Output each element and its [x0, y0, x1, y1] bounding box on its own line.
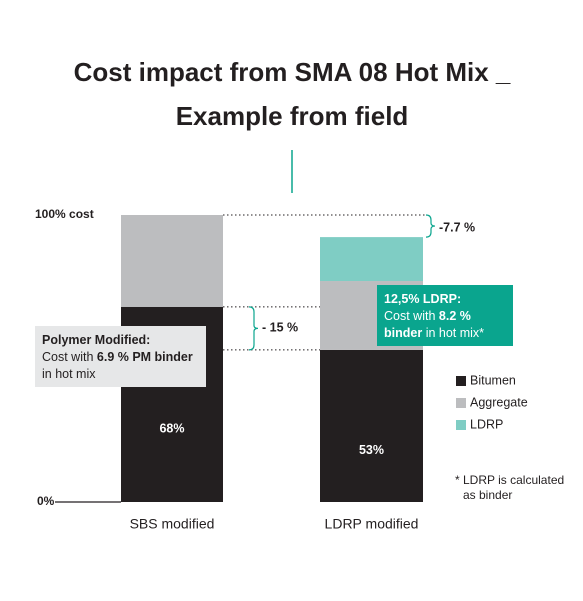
legend-swatch [456, 376, 466, 386]
x-tick-label: SBS modified [130, 516, 215, 532]
y-tick-label: 0% [37, 494, 55, 508]
polymer-annotation: Polymer Modified: Cost with 6.9 % PM bin… [35, 326, 206, 387]
x-tick-label: LDRP modified [325, 516, 419, 532]
annotation-text: Cost with [42, 350, 94, 364]
value-label: 68% [159, 422, 184, 436]
legend-swatch [456, 398, 466, 408]
annotation-text: Polymer Modified: [42, 333, 151, 347]
bar-segment [320, 237, 423, 282]
ldrp-annotation: 12,5% LDRP: Cost with 8.2 % binder in ho… [377, 285, 513, 346]
brace [248, 306, 259, 351]
bar-segment [320, 349, 423, 502]
annotation-text: in hot mix* [425, 326, 485, 340]
footnote: * LDRP is calculated [455, 473, 564, 487]
legend-label: LDRP [470, 417, 503, 431]
footnote: as binder [463, 488, 512, 502]
annotation-text: 8.2 % [438, 309, 471, 323]
annotation-text: - 15 % [262, 321, 298, 335]
annotation-text: binder [384, 326, 423, 340]
legend-label: Aggregate [470, 395, 528, 409]
annotation-text: 12,5% LDRP: [384, 292, 462, 306]
annotation-text: Cost with [384, 309, 436, 323]
bar-segment [121, 215, 223, 307]
chart-title: Example from field [176, 101, 409, 131]
legend-swatch [456, 420, 466, 430]
y-tick-label: 100% cost [35, 207, 94, 221]
chart-title: Cost impact from SMA 08 Hot Mix _ [74, 57, 511, 87]
annotation-text: 6.9 % PM binder [96, 350, 193, 364]
legend-label: Bitumen [470, 373, 516, 387]
brace [425, 214, 436, 238]
value-label: 53% [359, 443, 384, 457]
annotation-text: in hot mix [42, 367, 96, 381]
annotation-text: -7.7 % [439, 220, 475, 234]
